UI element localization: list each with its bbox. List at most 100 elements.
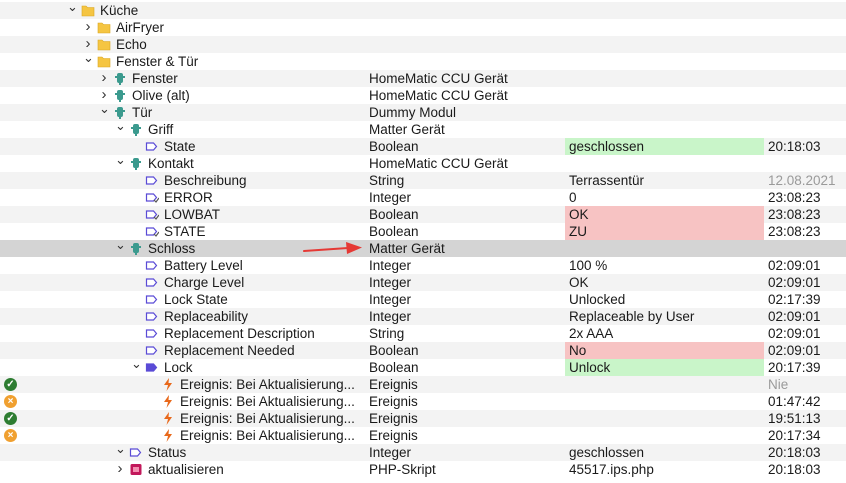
last-updated: 23:08:23 [768, 224, 821, 239]
tree-row[interactable]: Charge Level Integer OK 02:09:01 [0, 274, 846, 291]
status-warning-icon: × [4, 395, 17, 408]
tree-row[interactable]: State Boolean geschlossen 20:18:03 [0, 138, 846, 155]
object-value: 45517.ips.php [569, 462, 654, 477]
variable-icon [129, 446, 143, 459]
status-ok-icon: ✓ [4, 412, 17, 425]
event-icon [161, 412, 175, 425]
object-name: ERROR [164, 190, 213, 205]
chevron-right-icon[interactable]: › [85, 18, 91, 35]
variable-icon [145, 259, 159, 272]
object-name: Fenster [132, 71, 178, 86]
variable-icon [145, 276, 159, 289]
object-type: Ereignis [369, 428, 418, 443]
object-type: Matter Gerät [369, 122, 445, 137]
tree-row[interactable]: › Echo [0, 36, 846, 53]
chevron-down-icon[interactable]: ⌄ [115, 441, 126, 456]
tree-row[interactable]: ✓ Ereignis: Bei Aktualisierung... Ereignis… [0, 376, 846, 393]
variable-icon [145, 327, 159, 340]
variable-linked-icon [145, 208, 160, 221]
object-name: Battery Level [164, 258, 243, 273]
tree-row[interactable]: ⌄ Griff Matter Gerät [0, 118, 846, 138]
chevron-down-icon[interactable]: ⌄ [115, 237, 126, 252]
tree-row[interactable]: × Ereignis: Bei Aktualisierung... Ereignis… [0, 427, 846, 444]
variable-icon [145, 344, 159, 357]
variable-icon [145, 310, 159, 323]
tree-row[interactable]: ⌄ Status Integer geschlossen 20:18:03 [0, 441, 846, 461]
last-updated: 02:09:01 [768, 275, 821, 290]
object-type: Integer [369, 275, 412, 290]
object-type: Boolean [369, 224, 419, 239]
object-value: No [565, 342, 764, 359]
last-updated: 02:09:01 [768, 309, 821, 324]
object-type: Ereignis [369, 394, 418, 409]
tree-row[interactable]: Beschreibung String Terrassentür 12.08.2021 [0, 172, 846, 189]
chevron-down-icon[interactable]: ⌄ [115, 152, 126, 167]
chevron-right-icon[interactable]: › [101, 69, 107, 86]
chevron-down-icon[interactable]: ⌄ [131, 356, 142, 371]
tree-row[interactable]: ⌄ Kontakt HomeMatic CCU Gerät [0, 152, 846, 172]
chevron-right-icon[interactable]: › [85, 35, 91, 52]
tree-row[interactable]: ⌄ Lock Boolean Unlock 20:17:39 [0, 356, 846, 376]
device-icon [113, 72, 127, 85]
tree-row[interactable]: Lock State Integer Unlocked 02:17:39 [0, 291, 846, 308]
tree-row[interactable]: Replacement Needed Boolean No 02:09:01 [0, 342, 846, 359]
tree-row[interactable]: ⌄ Fenster & Tür [0, 50, 846, 70]
object-type: Boolean [369, 139, 419, 154]
object-name: Schloss [148, 241, 196, 256]
object-type: Boolean [369, 207, 419, 222]
tree-row[interactable]: ⌄ Tür Dummy Modul [0, 101, 846, 121]
object-name: Lock [164, 360, 193, 375]
object-name: Olive (alt) [132, 88, 190, 103]
tree-row[interactable]: ⌄ Schloss Matter Gerät [0, 237, 846, 257]
object-name: Echo [116, 37, 147, 52]
object-name: Replaceability [164, 309, 249, 324]
object-name: Charge Level [164, 275, 245, 290]
last-updated: 12.08.2021 [768, 173, 836, 188]
object-name: Kontakt [148, 156, 194, 171]
object-value: Terrassentür [569, 173, 645, 188]
chevron-down-icon[interactable]: ⌄ [99, 101, 110, 116]
object-name: Status [148, 445, 187, 460]
chevron-down-icon[interactable]: ⌄ [115, 118, 126, 133]
tree-row[interactable]: › aktualisieren PHP-Skript 45517.ips.php 20:… [0, 461, 846, 478]
object-type: Matter Gerät [369, 241, 445, 256]
chevron-down-icon[interactable]: ⌄ [67, 0, 78, 14]
object-type: Integer [369, 292, 412, 307]
tree-row[interactable]: › Olive (alt) HomeMatic CCU Gerät [0, 87, 846, 104]
object-value: geschlossen [565, 138, 764, 155]
device-icon [129, 123, 143, 136]
chevron-down-icon[interactable]: ⌄ [83, 50, 94, 65]
object-name: Griff [148, 122, 174, 137]
object-name: Lock State [164, 292, 228, 307]
last-updated: 23:08:23 [768, 190, 821, 205]
folder-icon [97, 38, 111, 51]
object-type: String [369, 326, 405, 341]
event-icon [161, 429, 175, 442]
object-name: Ereignis: Bei Aktualisierung... [180, 377, 355, 392]
tree-row[interactable]: ✓ Ereignis: Bei Aktualisierung... Ereignis… [0, 410, 846, 427]
chevron-right-icon[interactable]: › [101, 86, 107, 103]
chevron-right-icon[interactable]: › [117, 460, 123, 477]
variable-icon [145, 140, 159, 153]
tree-row[interactable]: › Fenster HomeMatic CCU Gerät [0, 70, 846, 87]
tree-row[interactable]: ERROR Integer 0 23:08:23 [0, 189, 846, 206]
tree-row[interactable]: Battery Level Integer 100 % 02:09:01 [0, 257, 846, 274]
object-value: OK [565, 206, 764, 223]
object-type: PHP-Skript [369, 462, 436, 477]
object-type: HomeMatic CCU Gerät [369, 88, 508, 103]
object-value: 2x AAA [569, 326, 614, 341]
tree-row[interactable]: Replaceability Integer Replaceable by User… [0, 308, 846, 325]
tree-row[interactable]: × Ereignis: Bei Aktualisierung... Ereignis… [0, 393, 846, 410]
last-updated: 20:18:03 [768, 139, 821, 154]
object-type: Ereignis [369, 411, 418, 426]
device-icon [113, 89, 127, 102]
tree-row[interactable]: ⌄ Küche [0, 0, 846, 19]
last-updated: 20:18:03 [768, 445, 821, 460]
tree-row[interactable]: › AirFryer [0, 19, 846, 36]
folder-icon [81, 4, 95, 17]
tree-row[interactable]: STATE Boolean ZU 23:08:23 [0, 223, 846, 240]
tree-row[interactable]: Replacement Description String 2x AAA 02:09… [0, 325, 846, 342]
object-value: geschlossen [569, 445, 645, 460]
tree-row[interactable]: LOWBAT Boolean OK 23:08:23 [0, 206, 846, 223]
